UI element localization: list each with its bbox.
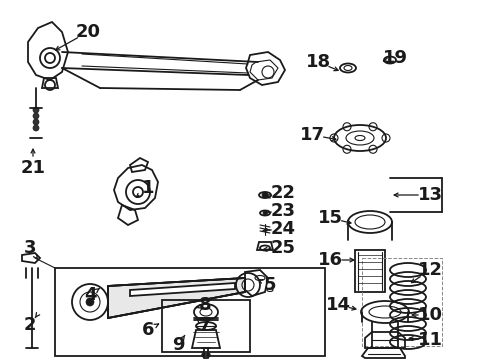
Text: 22: 22 bbox=[270, 184, 295, 202]
Polygon shape bbox=[108, 278, 245, 318]
Text: 20: 20 bbox=[75, 23, 100, 41]
Text: 18: 18 bbox=[305, 53, 331, 71]
Text: 24: 24 bbox=[270, 220, 295, 238]
Circle shape bbox=[262, 192, 268, 198]
Text: 17: 17 bbox=[299, 126, 324, 144]
Circle shape bbox=[33, 107, 39, 113]
Text: 10: 10 bbox=[417, 306, 442, 324]
Text: 21: 21 bbox=[21, 159, 46, 177]
Text: 13: 13 bbox=[417, 186, 442, 204]
Bar bbox=[362, 258, 442, 346]
Text: 11: 11 bbox=[417, 331, 442, 349]
Text: 12: 12 bbox=[417, 261, 442, 279]
Circle shape bbox=[86, 298, 94, 306]
Bar bbox=[355, 250, 385, 292]
Bar bbox=[162, 300, 250, 352]
Circle shape bbox=[33, 125, 39, 131]
Text: 1: 1 bbox=[142, 179, 154, 197]
Text: 14: 14 bbox=[325, 296, 350, 314]
Text: 9: 9 bbox=[172, 336, 184, 354]
Circle shape bbox=[33, 113, 39, 119]
Circle shape bbox=[263, 211, 267, 215]
Text: 2: 2 bbox=[24, 316, 36, 334]
Text: 8: 8 bbox=[198, 296, 211, 314]
Text: 25: 25 bbox=[270, 239, 295, 257]
Text: 6: 6 bbox=[142, 321, 154, 339]
Bar bbox=[55, 268, 325, 356]
Text: 15: 15 bbox=[318, 209, 343, 227]
Circle shape bbox=[33, 119, 39, 125]
Text: 3: 3 bbox=[24, 239, 36, 257]
Text: 4: 4 bbox=[84, 286, 96, 304]
Polygon shape bbox=[130, 283, 235, 296]
Text: 16: 16 bbox=[318, 251, 343, 269]
Text: 19: 19 bbox=[383, 49, 408, 67]
Text: 5: 5 bbox=[264, 276, 276, 294]
Text: 7: 7 bbox=[199, 316, 211, 334]
Text: 23: 23 bbox=[270, 202, 295, 220]
